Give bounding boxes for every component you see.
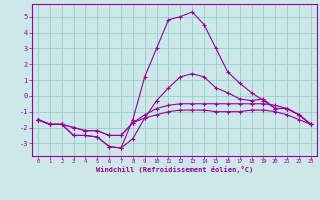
X-axis label: Windchill (Refroidissement éolien,°C): Windchill (Refroidissement éolien,°C)	[96, 166, 253, 173]
